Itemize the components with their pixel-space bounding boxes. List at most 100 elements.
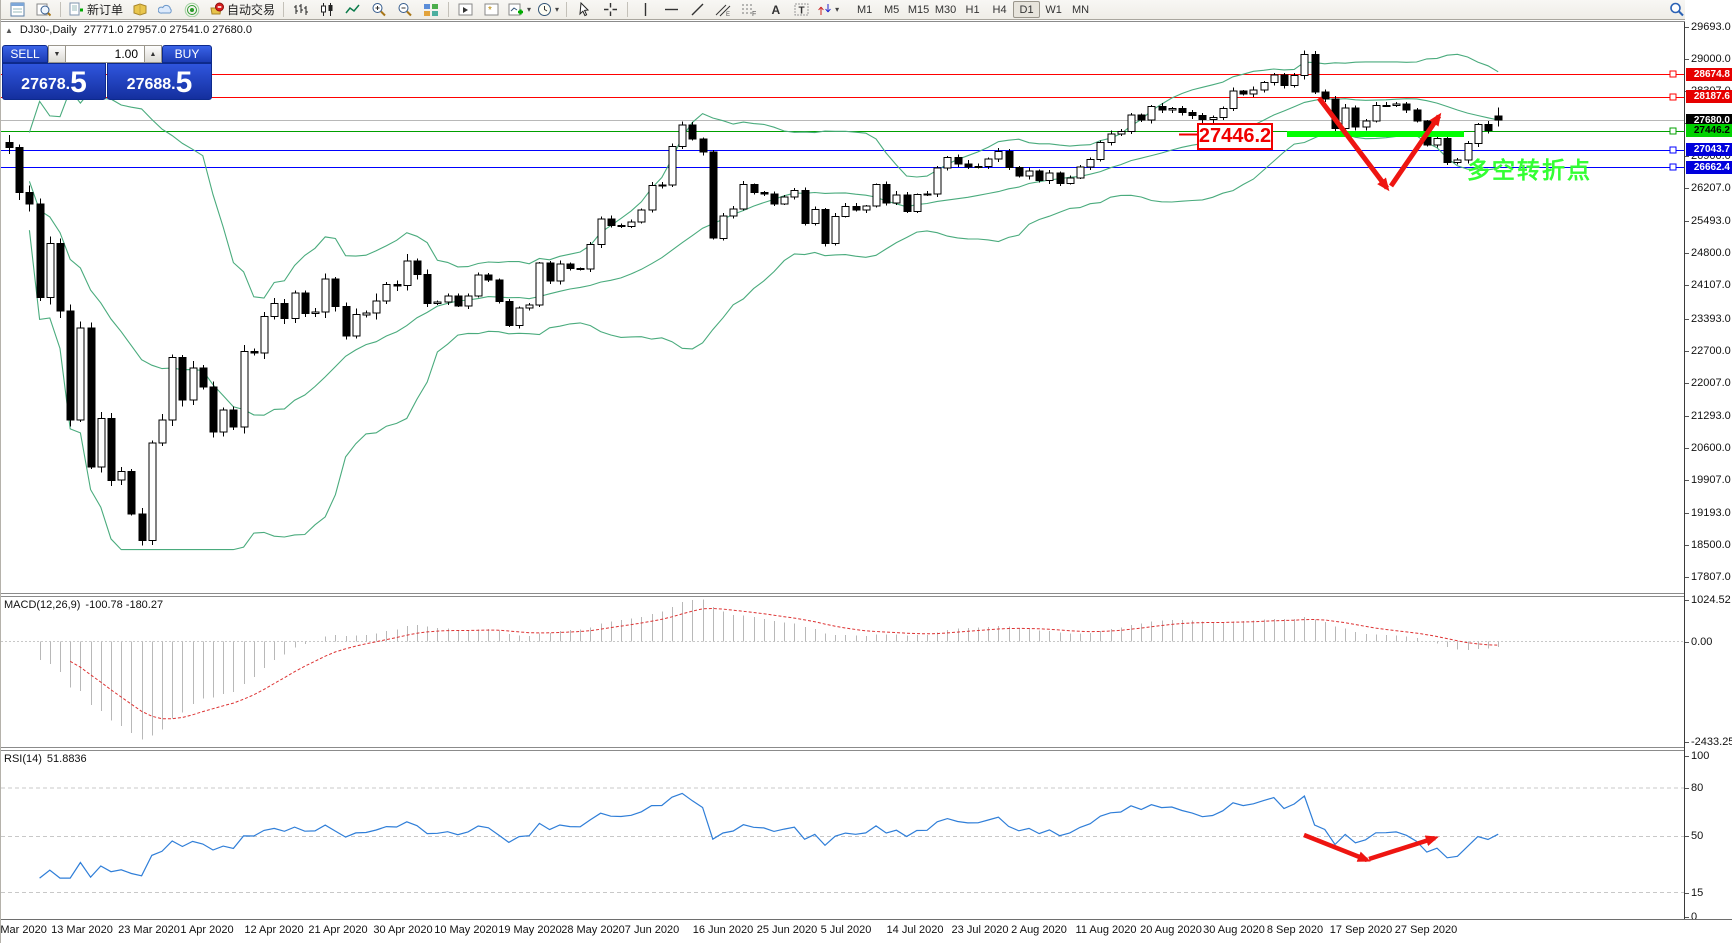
strategy-tester-button[interactable]	[31, 1, 55, 19]
strategy-tester-icon	[36, 2, 51, 17]
date-tick-label: 21 Apr 2020	[308, 924, 368, 936]
price-chart-pane[interactable]: ▲ DJ30-,Daily 27771.0 27957.0 27541.0 27…	[1, 22, 1685, 594]
candlestick-mode-button[interactable]	[315, 1, 339, 19]
date-tick-label: 25 Jun 2020	[756, 924, 818, 936]
horizontal-line-tool-button[interactable]	[659, 1, 683, 19]
pane-divider[interactable]	[1, 747, 1732, 751]
window-border	[1, 21, 1732, 22]
chevron-down-icon[interactable]: ▾	[835, 5, 840, 14]
support-band-annotation[interactable]	[1287, 131, 1464, 137]
pivot-annotation-text[interactable]: 多空转折点	[1467, 157, 1592, 183]
fibonacci-tool-button[interactable]: F	[737, 1, 761, 19]
candlestick-chart[interactable]	[1, 22, 1685, 594]
chart-ohlc-values: 27771.0 27957.0 27541.0 27680.0	[83, 24, 252, 36]
price-tick-label: 29000.0	[1691, 53, 1731, 65]
svg-text:F: F	[752, 11, 756, 17]
bar-chart-mode-icon	[293, 2, 309, 17]
axis-tick	[1685, 156, 1689, 157]
timeframe-h1[interactable]: H1	[965, 3, 980, 16]
date-tick-label: 30 Apr 2020	[373, 924, 433, 936]
axis-tick	[1685, 351, 1689, 352]
sell-price[interactable]: 27678. 5	[2, 63, 106, 100]
trendline-tool-button[interactable]	[685, 1, 709, 19]
crosshair-icon	[603, 2, 618, 17]
rsi-tick-label: 0	[1691, 911, 1698, 923]
macd-chart[interactable]	[1, 597, 1685, 747]
data-window-button[interactable]	[154, 1, 178, 19]
svg-text:E: E	[726, 12, 730, 17]
axis-tick	[1685, 188, 1689, 189]
tile-windows-button[interactable]	[419, 1, 443, 19]
price-axis[interactable]: 29693.029000.028307.027614.026900.026207…	[1685, 0, 1732, 923]
chevron-down-icon[interactable]: ▾	[555, 5, 560, 14]
line-chart-mode-button[interactable]	[341, 1, 365, 19]
date-tick-label: 20 Aug 2020	[1140, 924, 1202, 936]
toolbar: 新订单 自动交易 * ▾ ▾ E F A T ▾ M1 M5 M15 M30 H1 H4 D1 W1 MN	[1, 0, 1732, 20]
rsi-line	[39, 792, 1499, 879]
date-tick-label: 17 Sep 2020	[1329, 924, 1393, 936]
date-tick-label: 23 Mar 2020	[118, 924, 180, 936]
chevron-down-icon[interactable]: ▾	[527, 5, 532, 14]
signals-button[interactable]	[180, 1, 204, 19]
toolbar-separator	[566, 2, 568, 17]
channel-tool-button[interactable]: E	[711, 1, 735, 19]
date-tick-label: 7 Jun 2020	[624, 924, 680, 936]
timeframe-m30[interactable]: M30	[934, 3, 957, 16]
timeframe-cycler-button[interactable]: ▾	[535, 1, 561, 19]
history-center-button[interactable]	[128, 1, 152, 19]
chart-symbol-period: DJ30-,Daily	[19, 24, 77, 36]
rsi-trend-arrows[interactable]	[1303, 832, 1439, 863]
date-tick-label: 30 Aug 2020	[1203, 924, 1265, 936]
crosshair-button[interactable]	[598, 1, 622, 19]
indicators-button[interactable]: ▾	[506, 1, 533, 19]
sell-button[interactable]: SELL	[2, 45, 48, 63]
volume-decrease-button[interactable]: ▼	[48, 45, 66, 63]
zoom-in-icon	[371, 2, 387, 17]
zoom-out-button[interactable]	[393, 1, 417, 19]
macd-tick-label: -2433.25	[1691, 736, 1732, 748]
volume-increase-button[interactable]: ▲	[144, 45, 162, 63]
search-button[interactable]	[1665, 1, 1689, 19]
text-tool-button[interactable]: A	[763, 1, 787, 19]
axis-tick	[1685, 480, 1689, 481]
buy-button[interactable]: BUY	[162, 45, 212, 63]
cursor-icon	[577, 2, 592, 17]
timeframe-w1[interactable]: W1	[1045, 3, 1062, 16]
pane-divider[interactable]	[1, 593, 1732, 597]
bar-chart-mode-button[interactable]	[289, 1, 313, 19]
date-tick-label: 2 Aug 2020	[1011, 924, 1067, 936]
new-chart-window-button[interactable]	[5, 1, 29, 19]
price-annotation-box[interactable]: 27446.2	[1197, 123, 1273, 150]
arrows-tool-button[interactable]: ▾	[815, 1, 841, 19]
timeframe-d1[interactable]: D1	[1013, 1, 1041, 18]
timeframe-mn[interactable]: MN	[1072, 3, 1090, 16]
zoom-in-button[interactable]	[367, 1, 391, 19]
new-chart-button[interactable]	[454, 1, 478, 19]
auto-trading-button[interactable]: 自动交易	[206, 1, 278, 19]
price-badge: 28187.6	[1686, 90, 1732, 103]
macd-pane[interactable]: MACD(12,26,9) -100.78 -180.27	[1, 597, 1685, 747]
macd-tick-label: 1024.52	[1691, 594, 1731, 606]
horizontal-lines[interactable]	[1, 70, 1684, 171]
cursor-button[interactable]	[572, 1, 596, 19]
macd-signal-line	[69, 607, 1499, 720]
label-tool-button[interactable]: T	[789, 1, 813, 19]
new-chart-icon	[458, 2, 474, 17]
buy-price[interactable]: 27688. 5	[107, 63, 212, 100]
macd-histogram	[39, 599, 1500, 740]
new-order-button[interactable]: 新订单	[66, 1, 126, 19]
chart-profiles-button[interactable]: *	[480, 1, 504, 19]
axis-tick	[1685, 756, 1689, 757]
rsi-pane[interactable]: RSI(14) 51.8836	[1, 751, 1685, 919]
rsi-tick-label: 15	[1691, 887, 1704, 899]
timeframe-m5[interactable]: M5	[883, 3, 900, 16]
price-tick-label: 26207.0	[1691, 182, 1731, 194]
timeframe-m15[interactable]: M15	[907, 3, 930, 16]
vertical-line-tool-button[interactable]	[633, 1, 657, 19]
trend-arrows[interactable]	[1317, 96, 1442, 192]
timeframe-h4[interactable]: H4	[992, 3, 1007, 16]
rsi-chart[interactable]	[1, 751, 1685, 919]
volume-input[interactable]: 1.00	[66, 45, 144, 63]
timeframe-m1[interactable]: M1	[856, 3, 873, 16]
